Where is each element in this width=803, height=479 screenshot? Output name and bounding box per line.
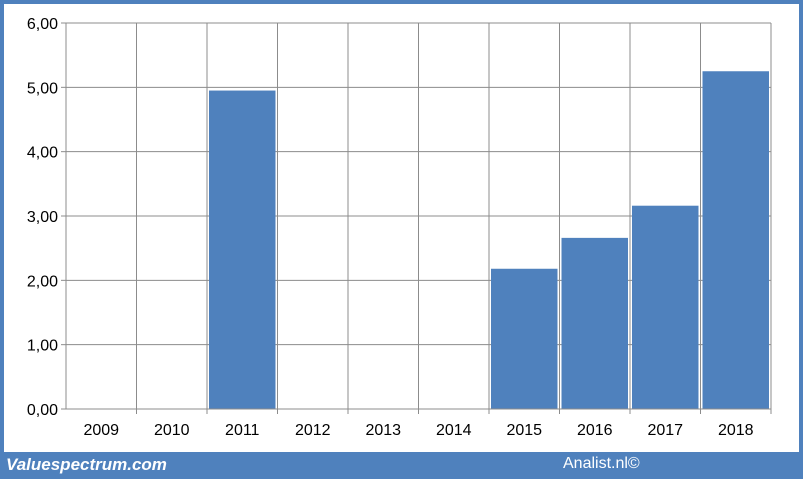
x-tick-label: 2009	[83, 422, 119, 439]
x-tick-label: 2012	[295, 422, 331, 439]
bar-2017	[632, 205, 699, 409]
bar-2015	[491, 268, 558, 409]
y-tick-label: 3,00	[27, 209, 58, 226]
y-tick-label: 4,00	[27, 145, 58, 162]
bar-2016	[561, 237, 628, 409]
x-tick-label: 2010	[154, 422, 190, 439]
x-tick-label: 2014	[436, 422, 472, 439]
x-tick-label: 2015	[506, 422, 542, 439]
bar-2018	[702, 71, 769, 409]
chart-frame: 0,00 1,00 2,00 3,00 4,00 5,00 6,00 2009 2010 2011…	[4, 4, 799, 452]
bar-2011	[209, 90, 276, 410]
y-tick-label: 5,00	[27, 80, 58, 97]
x-tick-label: 2016	[577, 422, 613, 439]
y-tick-label: 6,00	[27, 16, 58, 33]
x-tick-label: 2011	[225, 422, 260, 439]
x-tick-label: 2013	[365, 422, 401, 439]
x-tick-label: 2018	[718, 422, 754, 439]
y-tick-label: 1,00	[27, 338, 58, 355]
y-tick-label: 0,00	[27, 402, 58, 419]
bar-chart: 0,00 1,00 2,00 3,00 4,00 5,00 6,00 2009 2010 2011…	[27, 16, 772, 439]
y-tick-label: 2,00	[27, 273, 58, 290]
source-label-analist: Analist.nl©	[563, 455, 640, 472]
x-tick-label: 2017	[647, 422, 683, 439]
source-label-valuespectrum: Valuespectrum.com	[6, 455, 167, 474]
